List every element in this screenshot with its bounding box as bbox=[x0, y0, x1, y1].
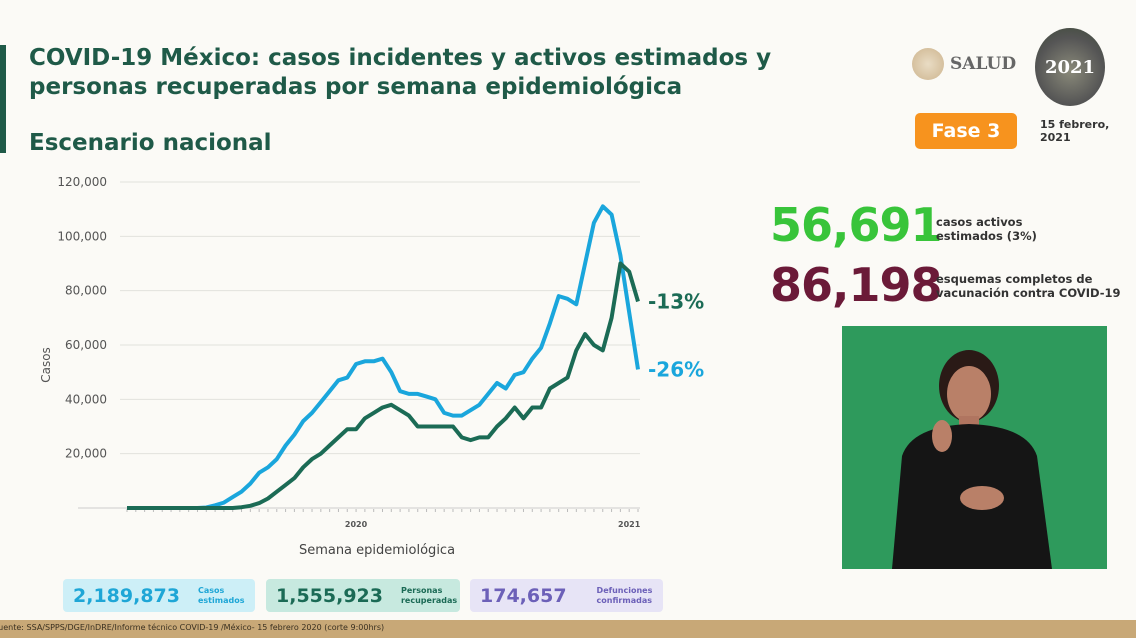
source-footer: Fuente: SSA/SPPS/DGE/InDRE/Informe técni… bbox=[0, 620, 1136, 638]
accent-bar bbox=[0, 45, 6, 153]
page-title: COVID-19 México: casos incidentes y acti… bbox=[29, 45, 772, 100]
stat-estimated-cases: 2,189,873 Casos estimados bbox=[63, 579, 255, 612]
page-subtitle: Escenario nacional bbox=[29, 130, 272, 156]
stat-value: 1,555,923 bbox=[276, 584, 383, 607]
y-tick-label: 80,000 bbox=[65, 284, 107, 298]
source-text: Fuente: SSA/SPPS/DGE/InDRE/Informe técni… bbox=[0, 623, 385, 632]
y-tick-label: 40,000 bbox=[65, 392, 107, 406]
cases-line-chart: 20,000 40,000 60,000 80,000 100,000 120,000 20… bbox=[39, 175, 704, 558]
y-tick-label: 20,000 bbox=[65, 447, 107, 461]
stat-label: Personas recuperadas bbox=[400, 585, 458, 605]
series-end-label: -13% bbox=[648, 290, 704, 314]
y-tick-label: 60,000 bbox=[65, 338, 107, 352]
y-tick-label: 120,000 bbox=[57, 175, 107, 189]
y-tick-label: 100,000 bbox=[57, 229, 107, 243]
active-cases-value: 56,691 bbox=[770, 198, 943, 252]
year-2021-logo: 2021 bbox=[1035, 28, 1105, 106]
stat-recovered: 1,555,923 Personas recuperadas bbox=[266, 579, 460, 612]
seal-icon bbox=[912, 48, 944, 80]
x-axis-label: Semana epidemiológica bbox=[299, 543, 455, 558]
vaccination-value: 86,198 bbox=[770, 258, 943, 312]
report-date: 15 febrero, 2021 bbox=[1040, 118, 1110, 144]
sign-language-interpreter-video bbox=[842, 326, 1107, 569]
phase-badge: Fase 3 bbox=[915, 113, 1017, 149]
salud-logo-text: SALUD bbox=[950, 54, 1017, 74]
y-axis-label: Casos bbox=[39, 347, 53, 383]
stat-label: Casos estimados bbox=[197, 585, 245, 605]
salud-logo: SALUD bbox=[912, 48, 1016, 80]
stat-deaths: 174,657 Defunciones confirmadas bbox=[470, 579, 663, 612]
stat-value: 2,189,873 bbox=[73, 584, 180, 607]
x-year-label: 2020 bbox=[345, 520, 368, 529]
active-cases-label: casos activos estimados (3%) bbox=[936, 215, 1037, 243]
vaccination-label: esquemas completos de vacunación contra … bbox=[936, 272, 1121, 300]
x-year-label: 2021 bbox=[618, 520, 641, 529]
series-line-1 bbox=[127, 204, 640, 510]
series-end-label: -26% bbox=[648, 357, 704, 381]
stat-label: Defunciones confirmadas bbox=[596, 585, 653, 605]
stat-value: 174,657 bbox=[480, 584, 567, 607]
series-line-2 bbox=[127, 261, 640, 510]
interpreter-figure bbox=[892, 350, 1052, 569]
